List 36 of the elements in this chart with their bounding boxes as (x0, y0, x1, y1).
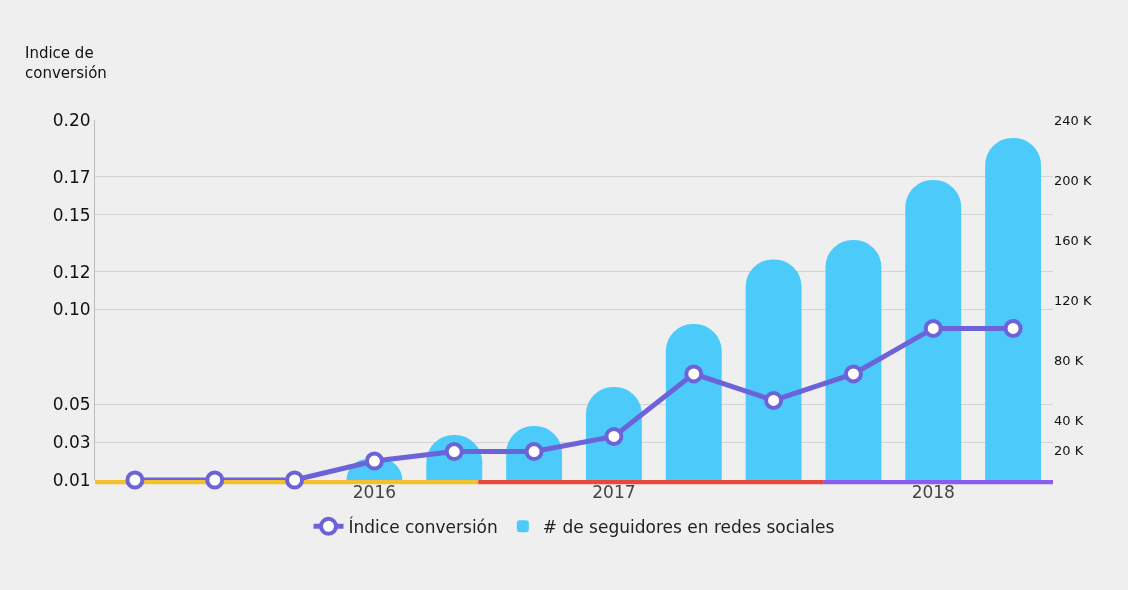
bar (985, 138, 1042, 480)
y-tick-label: 0.20 (52, 109, 91, 130)
y2-tick-label: 200 K (1054, 172, 1092, 188)
y2-tick-label: 20 K (1054, 442, 1084, 458)
point (684, 364, 704, 384)
y2-tick-label: 40 K (1054, 412, 1084, 428)
y-axis-title: Indice de conversión (25, 44, 107, 82)
bar (665, 324, 722, 480)
point (764, 390, 784, 410)
y-tick-label: 0.12 (52, 261, 91, 282)
point (604, 426, 624, 446)
point (285, 470, 305, 490)
point (923, 318, 943, 338)
point (843, 364, 863, 384)
y2-tick-label: 240 K (1054, 112, 1092, 128)
point (1003, 318, 1023, 338)
x-tick-label: 2017 (592, 482, 636, 502)
y2-tick-label: 160 K (1054, 232, 1092, 248)
bar (905, 180, 962, 480)
legend-label: # de seguidores en redes sociales (542, 516, 835, 537)
bar (745, 259, 802, 480)
y2-tick-label: 120 K (1054, 292, 1092, 308)
bar (585, 387, 642, 480)
y-tick-label: 0.03 (52, 432, 91, 453)
y2-tick-label: 80 K (1054, 352, 1084, 368)
bar (825, 240, 882, 480)
point (125, 470, 145, 490)
y-tick-label: 0.10 (52, 299, 91, 320)
legend-label: Índice conversión (348, 515, 498, 537)
point (205, 470, 225, 490)
y-tick-label: 0.01 (52, 469, 91, 490)
y-tick-label: 0.17 (52, 166, 91, 187)
y-tick-label: 0.15 (52, 204, 91, 225)
x-tick-label: 2016 (352, 482, 397, 502)
x-tick-label: 2018 (911, 482, 955, 502)
y-tick-label: 0.05 (52, 394, 91, 415)
